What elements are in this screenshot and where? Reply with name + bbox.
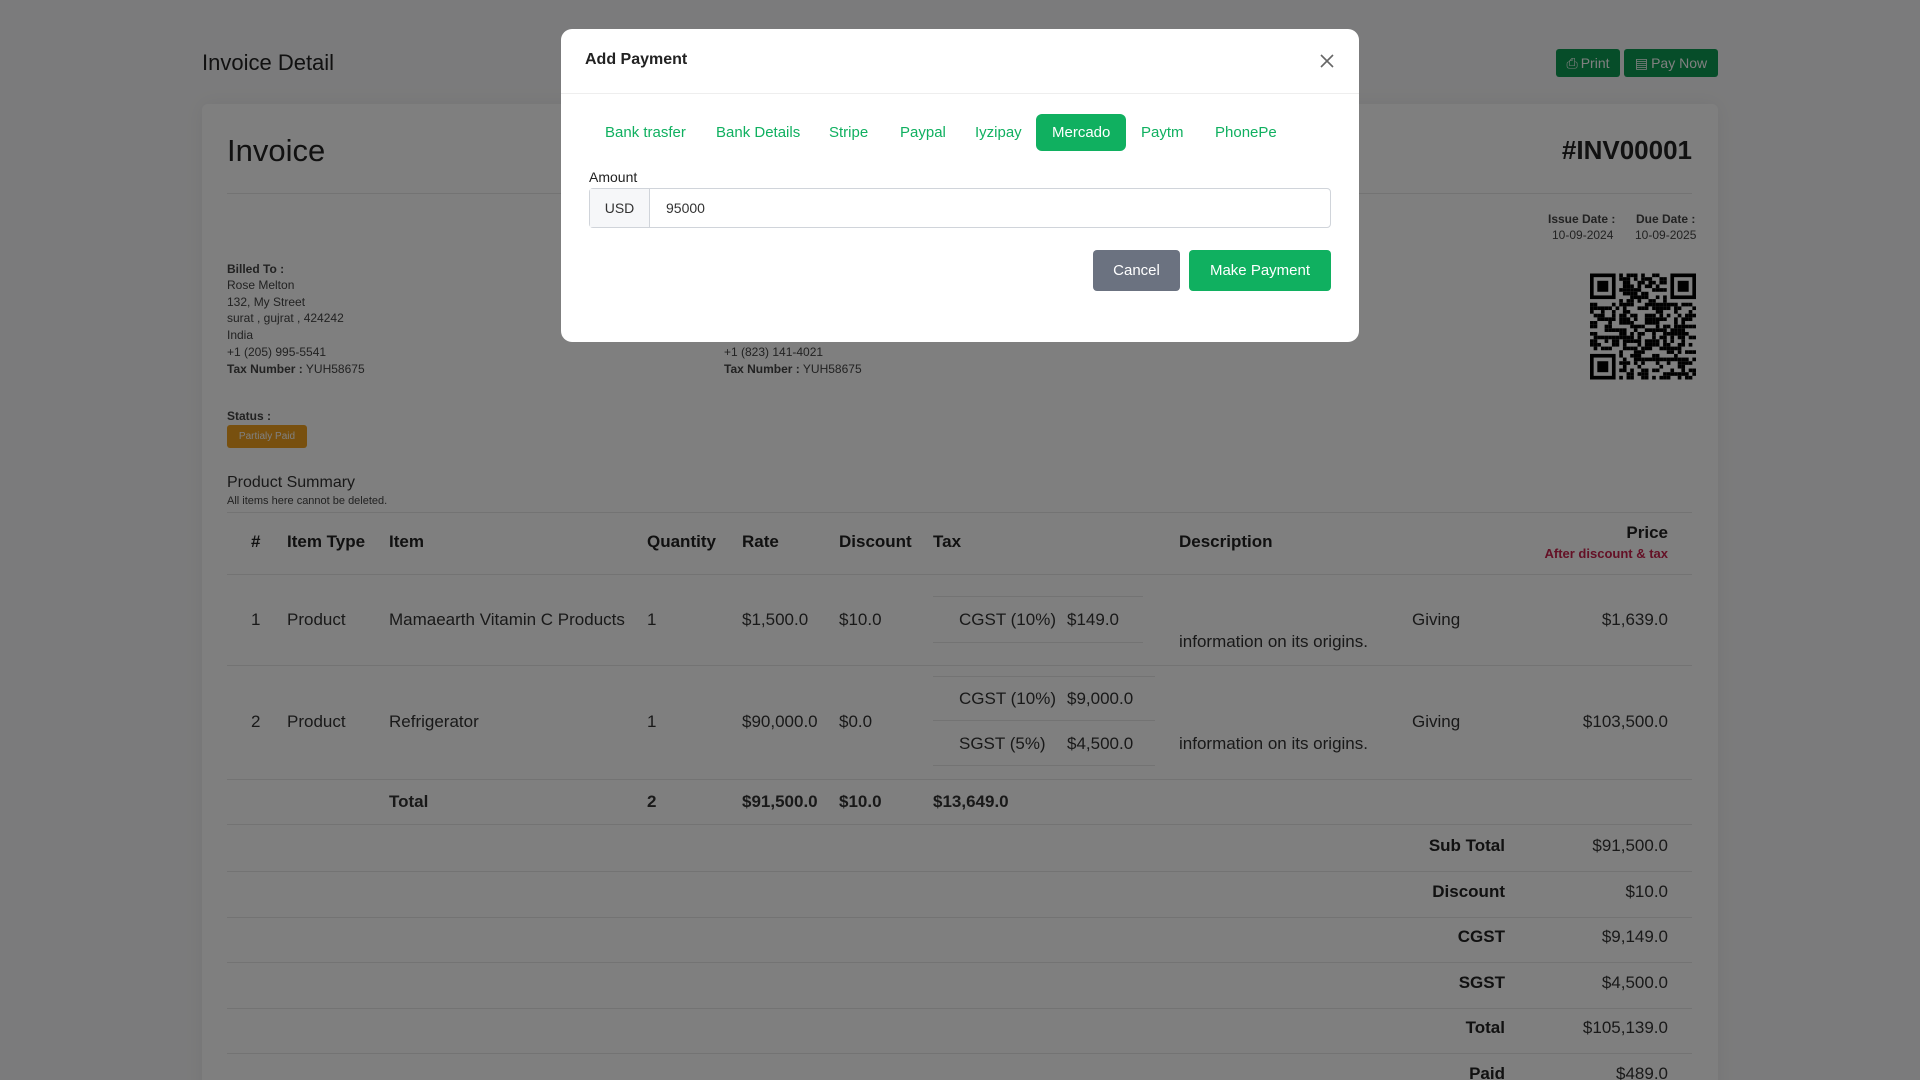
tab-iyzipay[interactable]: Iyzipay [975, 124, 1022, 141]
cancel-button[interactable]: Cancel [1093, 250, 1180, 291]
tab-phonepe[interactable]: PhonePe [1215, 124, 1277, 141]
amount-input-group: USD [589, 188, 1331, 228]
tab-bank-details[interactable]: Bank Details [716, 124, 801, 141]
tab-stripe[interactable]: Stripe [829, 124, 869, 141]
tab-mercado[interactable]: Mercado [1036, 114, 1127, 151]
tab-paypal[interactable]: Paypal [900, 124, 946, 141]
divider [561, 93, 1359, 94]
tab-bank-trasfer[interactable]: Bank trasfer [605, 124, 686, 141]
add-payment-modal: Add Payment [561, 29, 1359, 342]
make-payment-button[interactable]: Make Payment [1189, 250, 1331, 291]
tab-paytm[interactable]: Paytm [1141, 124, 1184, 141]
close-icon[interactable] [1319, 53, 1335, 69]
amount-label: Amount [589, 169, 638, 185]
currency-addon: USD [590, 189, 650, 227]
modal-title: Add Payment [585, 51, 688, 68]
amount-input[interactable] [650, 189, 1330, 227]
